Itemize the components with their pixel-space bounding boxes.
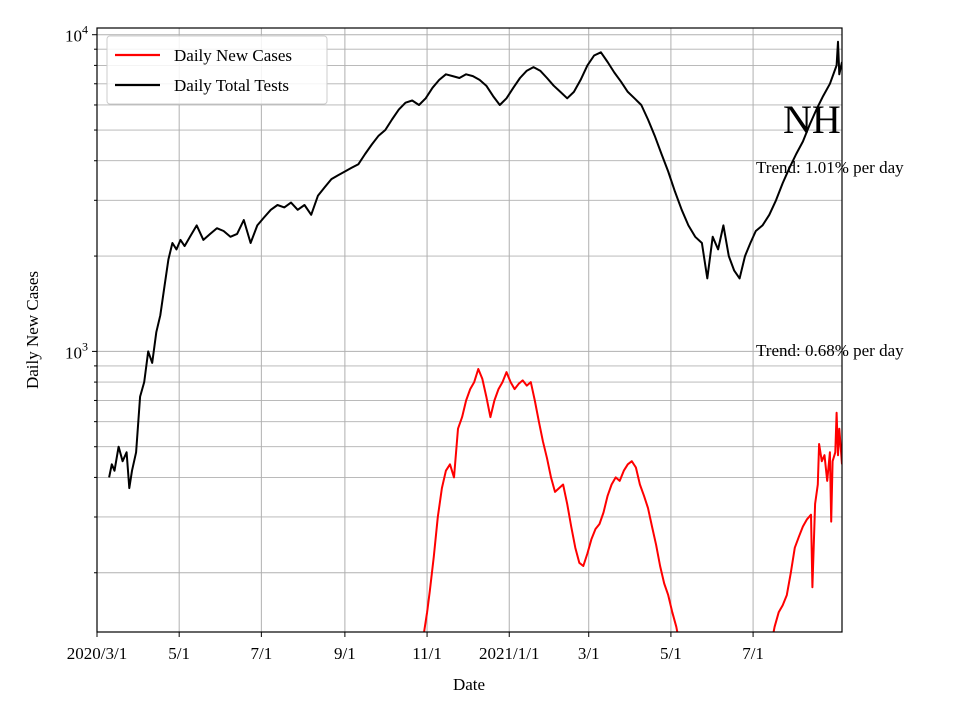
legend-label-tests: Daily Total Tests	[174, 76, 289, 95]
x-axis: 2020/3/1 5/1 7/1 9/1 11/1 2021/1/1 3/1 5/1 7/1	[67, 632, 764, 663]
y-axis: 103 104	[65, 23, 97, 574]
trend-annotation-tests: Trend: 1.01% per day	[756, 158, 904, 177]
legend-label-cases: Daily New Cases	[174, 46, 292, 65]
trend-annotation-cases: Trend: 0.68% per day	[756, 341, 904, 360]
x-tick-label: 2021/1/1	[479, 644, 539, 663]
y-tick-label: 104	[65, 23, 88, 46]
series-line-daily-new-cases	[423, 368, 842, 632]
grid-lines	[96, 28, 842, 632]
x-tick-label: 7/1	[250, 644, 272, 663]
x-tick-label: 2020/3/1	[67, 644, 127, 663]
x-tick-label: 9/1	[334, 644, 356, 663]
x-axis-label: Date	[453, 675, 485, 694]
x-tick-label: 5/1	[660, 644, 682, 663]
y-tick-label: 103	[65, 339, 88, 362]
plot-frame	[96, 27, 843, 633]
x-tick-label: 7/1	[742, 644, 764, 663]
x-tick-label: 11/1	[412, 644, 442, 663]
state-label: NH	[783, 97, 841, 142]
series-line-daily-total-tests	[108, 40, 842, 490]
legend-box	[106, 35, 328, 105]
legend: Daily New Cases Daily Total Tests	[106, 35, 328, 105]
y-axis-label: Daily New Cases	[23, 271, 42, 389]
x-tick-label: 3/1	[578, 644, 600, 663]
series-layer	[108, 40, 842, 632]
x-tick-label: 5/1	[168, 644, 190, 663]
